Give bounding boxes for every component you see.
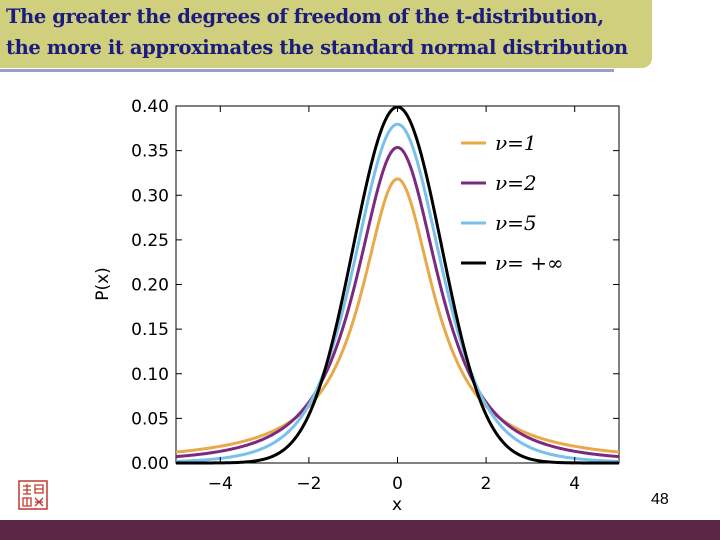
axis-ticks: −4 −2 0 2 4 0.00 0.05 0.10 0.15 0.20 0.25 0.30 0.35 0… [131,97,619,494]
x-tick-label: 2 [481,474,492,494]
series-line-3 [175,122,620,463]
y-axis-label: P(x) [93,267,113,301]
legend-label-3: ν=5 [495,211,537,235]
series-line-1 [175,177,620,454]
legend-label-4: ν= +∞ [495,251,564,275]
t-distribution-chart: −4 −2 0 2 4 0.00 0.05 0.10 0.15 0.20 0.25 0.30 0.35 0… [93,97,620,515]
y-tick-label: 0.35 [131,142,169,162]
y-tick-label: 0.05 [131,409,169,429]
legend-label-2: ν=2 [495,171,537,195]
x-tick-label: −4 [208,474,233,494]
x-tick-label: 0 [392,474,403,494]
y-tick-label: 0.10 [131,365,169,385]
title-divider [0,69,614,72]
series-line-4 [175,105,620,465]
y-tick-label: 0.40 [131,97,169,117]
x-axis-label: x [392,495,402,515]
slide-title-line-1: The greater the degrees of freedom of th… [6,5,604,28]
x-tick-label: 4 [569,474,580,494]
university-seal-icon [18,480,48,510]
chart-legend: ν=1 ν=2 ν=5 ν= +∞ [461,131,564,275]
series-curves [175,105,620,465]
series-line-2 [175,145,620,459]
y-tick-label: 0.25 [131,231,169,251]
slide-title-line-2: the more it approximates the standard no… [6,36,628,59]
slide-title-box: The greater the degrees of freedom of th… [0,0,652,68]
x-tick-label: −2 [296,474,321,494]
y-tick-label: 0.30 [131,186,169,206]
plot-frame [175,105,620,464]
y-tick-label: 0.15 [131,320,169,340]
page-number: 48 [651,491,669,508]
footer-bar [0,520,720,540]
y-tick-label: 0.20 [131,276,169,296]
legend-label-1: ν=1 [495,131,537,155]
y-tick-label: 0.00 [131,454,169,474]
